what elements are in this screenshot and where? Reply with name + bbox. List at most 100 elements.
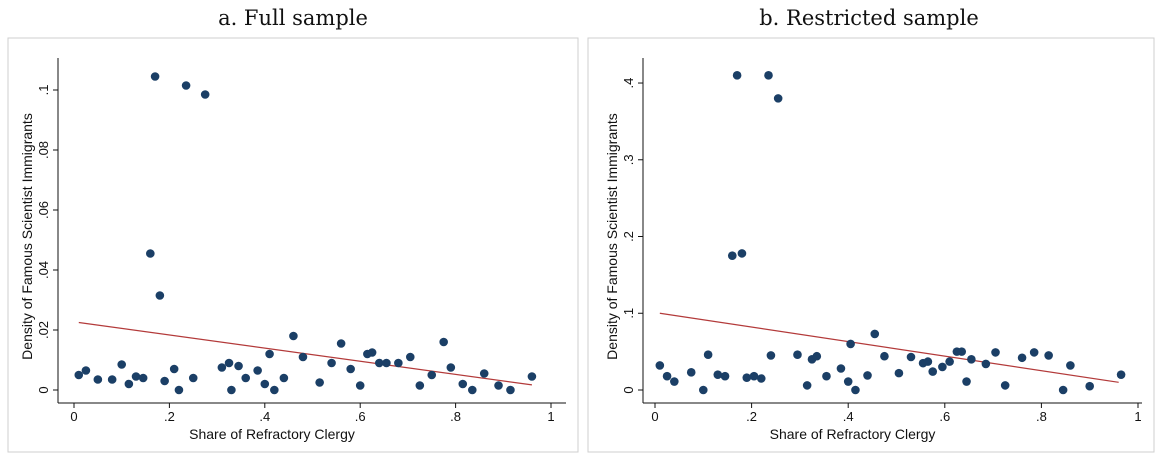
data-point xyxy=(227,385,236,395)
panel-b: 0 .2 .4 .6 .8 1 0 .1 .2 .3 .4 Share of Refractory C… xyxy=(604,58,1142,442)
x-tick-label: .2 xyxy=(164,409,175,424)
data-point xyxy=(843,377,853,386)
data-point xyxy=(131,372,141,381)
data-point xyxy=(415,381,425,390)
data-point xyxy=(802,381,812,390)
panel-frame-b xyxy=(587,37,1155,453)
data-point xyxy=(749,371,759,381)
data-point xyxy=(446,363,456,372)
y-tick-label: .2 xyxy=(621,231,636,242)
data-point xyxy=(270,385,279,395)
data-point xyxy=(1017,353,1027,363)
data-point xyxy=(812,351,822,361)
data-point xyxy=(756,374,766,383)
data-point xyxy=(846,339,855,349)
data-point xyxy=(336,339,346,348)
data-point xyxy=(1085,381,1094,391)
data-point xyxy=(836,364,846,373)
data-point xyxy=(81,366,91,375)
y-tick-label: 0 xyxy=(621,386,636,393)
data-point xyxy=(527,372,537,381)
y-tick-label: .4 xyxy=(621,78,636,89)
data-point xyxy=(124,379,134,389)
y-tick-label: .3 xyxy=(621,154,636,165)
data-point xyxy=(155,291,165,300)
data-point xyxy=(253,366,262,375)
x-tick-label: .4 xyxy=(843,409,854,424)
y-tick-label: .06 xyxy=(36,201,51,219)
panel-a: 0 .2 .4 .6 .8 1 0 .02 .04 .06 .08 .1 Share of Refrac… xyxy=(19,58,566,442)
data-point xyxy=(1066,361,1075,370)
data-point xyxy=(224,358,234,368)
data-point xyxy=(405,352,415,362)
data-point xyxy=(894,368,904,378)
data-point xyxy=(169,364,179,374)
y-axis-label: Density of Famous Scientist Immigrants xyxy=(604,113,620,360)
data-point xyxy=(863,371,872,380)
data-point xyxy=(327,358,336,368)
data-point xyxy=(851,385,860,395)
data-point xyxy=(439,337,448,347)
y-tick-label: .02 xyxy=(36,321,51,339)
y-tick-label: .08 xyxy=(36,141,51,159)
data-point xyxy=(355,381,365,390)
x-tick-label: .8 xyxy=(450,409,461,424)
x-axis-label: Share of Refractory Clergy xyxy=(770,426,936,442)
data-point xyxy=(279,373,289,383)
data-point xyxy=(720,371,730,381)
chart-title-a: a. Full sample xyxy=(218,6,368,30)
data-point xyxy=(773,94,783,103)
data-point xyxy=(1058,385,1068,395)
data-point xyxy=(732,71,742,80)
data-point xyxy=(928,367,938,376)
x-axis-label: Share of Refractory Clergy xyxy=(189,426,355,442)
x-tick-label: .2 xyxy=(746,409,757,424)
data-point xyxy=(870,329,880,339)
data-point xyxy=(188,373,198,383)
data-point xyxy=(670,377,679,386)
data-point xyxy=(1000,381,1010,390)
x-tick-label: 0 xyxy=(70,409,77,424)
data-point xyxy=(217,363,227,372)
data-point xyxy=(260,379,270,389)
data-point xyxy=(1116,370,1126,379)
data-point xyxy=(713,370,723,379)
data-point xyxy=(107,375,117,384)
data-point xyxy=(146,249,155,258)
data-point xyxy=(923,357,933,366)
data-point xyxy=(703,350,713,359)
data-point xyxy=(1029,348,1039,357)
data-point xyxy=(906,352,916,362)
data-point xyxy=(506,385,515,395)
data-point xyxy=(174,385,184,395)
data-point xyxy=(181,81,191,90)
data-point xyxy=(150,72,160,81)
data-point xyxy=(764,71,773,80)
data-point xyxy=(766,351,776,360)
y-tick-label: 0 xyxy=(36,386,51,393)
panel-frame-a xyxy=(7,37,579,453)
data-point xyxy=(880,351,889,361)
data-point xyxy=(346,364,355,374)
data-point xyxy=(938,362,947,372)
data-point xyxy=(200,90,210,99)
data-point xyxy=(962,377,971,386)
data-point xyxy=(427,370,437,380)
data-point xyxy=(298,352,308,362)
y-tick-label: .1 xyxy=(36,85,51,96)
data-point xyxy=(479,369,489,378)
data-point xyxy=(945,357,954,366)
data-point xyxy=(822,371,831,381)
x-tick-label: .8 xyxy=(1036,409,1047,424)
data-point xyxy=(467,385,477,395)
data-point xyxy=(699,385,708,395)
data-point xyxy=(727,251,737,260)
data-point xyxy=(686,368,696,377)
data-point xyxy=(74,370,84,380)
x-tick-label: .4 xyxy=(259,409,270,424)
data-point xyxy=(662,371,672,381)
data-point xyxy=(458,379,468,389)
data-point xyxy=(374,358,384,368)
data-point xyxy=(265,349,274,359)
data-point xyxy=(957,347,967,356)
